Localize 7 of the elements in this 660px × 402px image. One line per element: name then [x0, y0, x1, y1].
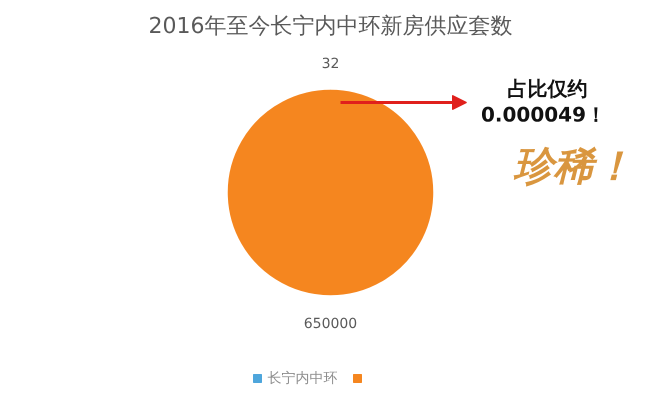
text: 占比仅约: [508, 76, 588, 100]
chart-title: 2016年至今长宁内中环新房供应套数: [148, 14, 513, 39]
text: 珍稀！: [514, 144, 634, 190]
legend-label: 长宁内中环: [268, 370, 338, 386]
data-label: 650000: [304, 316, 358, 332]
data-label: 32: [322, 56, 340, 72]
text: 0.000049！: [480, 102, 606, 126]
